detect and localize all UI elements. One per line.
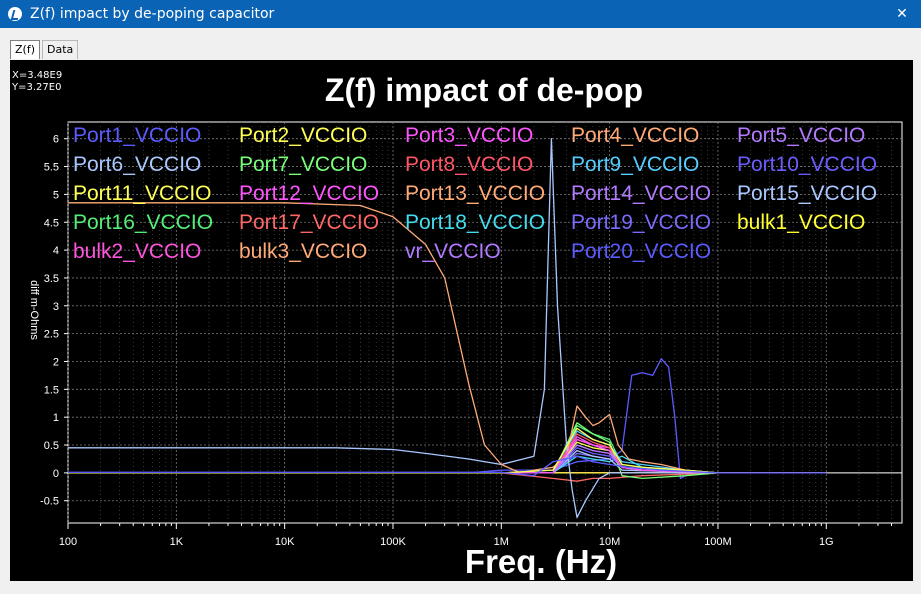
window-title: Z(f) impact by de-poping capacitor (30, 6, 275, 22)
close-button[interactable]: ✕ (896, 6, 908, 22)
title-bar: Z(f) impact by de-poping capacitor ✕ (0, 0, 921, 28)
cursor-readout: X=3.48E9 Y=3.27E0 (12, 70, 62, 94)
plot-panel (10, 60, 913, 581)
tab-strip: Z(f) Data (10, 40, 80, 60)
tab-data[interactable]: Data (42, 40, 79, 59)
tab-zf[interactable]: Z(f) (10, 40, 40, 59)
cursor-x-readout: X=3.48E9 (12, 70, 63, 81)
cursor-y-readout: Y=3.27E0 (12, 82, 62, 93)
app-icon (8, 7, 22, 21)
